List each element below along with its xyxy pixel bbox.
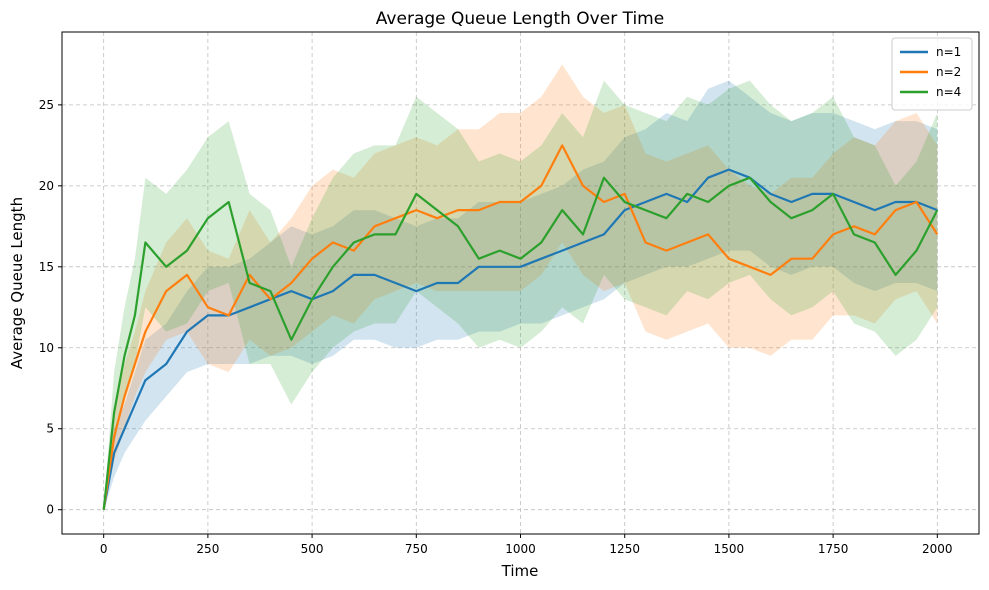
x-tick-label: 1750 — [818, 542, 849, 556]
y-axis-ticks: 0 5 10 15 20 25 — [39, 98, 62, 517]
x-tick-label: 1000 — [505, 542, 536, 556]
x-axis-ticks: 0 250 500 750 1000 1250 1500 1750 2000 — [100, 534, 953, 556]
x-tick-label: 1250 — [609, 542, 640, 556]
x-tick-label: 2000 — [922, 542, 953, 556]
y-tick-label: 10 — [39, 341, 54, 355]
variability-bands — [103, 64, 938, 510]
y-tick-label: 5 — [46, 422, 54, 436]
x-tick-label: 1500 — [714, 542, 745, 556]
y-tick-label: 20 — [39, 179, 54, 193]
legend-label-n-4: n=4 — [936, 85, 961, 99]
x-tick-label: 500 — [301, 542, 324, 556]
x-tick-label: 0 — [100, 542, 108, 556]
legend-label-n-1: n=1 — [936, 45, 961, 59]
y-tick-label: 15 — [39, 260, 54, 274]
band-n-4 — [103, 80, 938, 510]
x-tick-label: 750 — [405, 542, 428, 556]
legend: n=1 n=2 n=4 — [891, 37, 973, 111]
y-tick-label: 0 — [46, 503, 54, 517]
band-n-1 — [103, 80, 938, 510]
x-tick-label: 250 — [196, 542, 219, 556]
chart-title: Average Queue Length Over Time — [376, 9, 664, 29]
y-axis-label: Average Queue Length — [8, 197, 26, 369]
series-lines — [102, 144, 939, 510]
band-n-2 — [103, 64, 938, 510]
y-tick-label: 25 — [39, 98, 54, 112]
x-axis-label: Time — [501, 562, 539, 580]
legend-label-n-2: n=2 — [936, 65, 961, 79]
